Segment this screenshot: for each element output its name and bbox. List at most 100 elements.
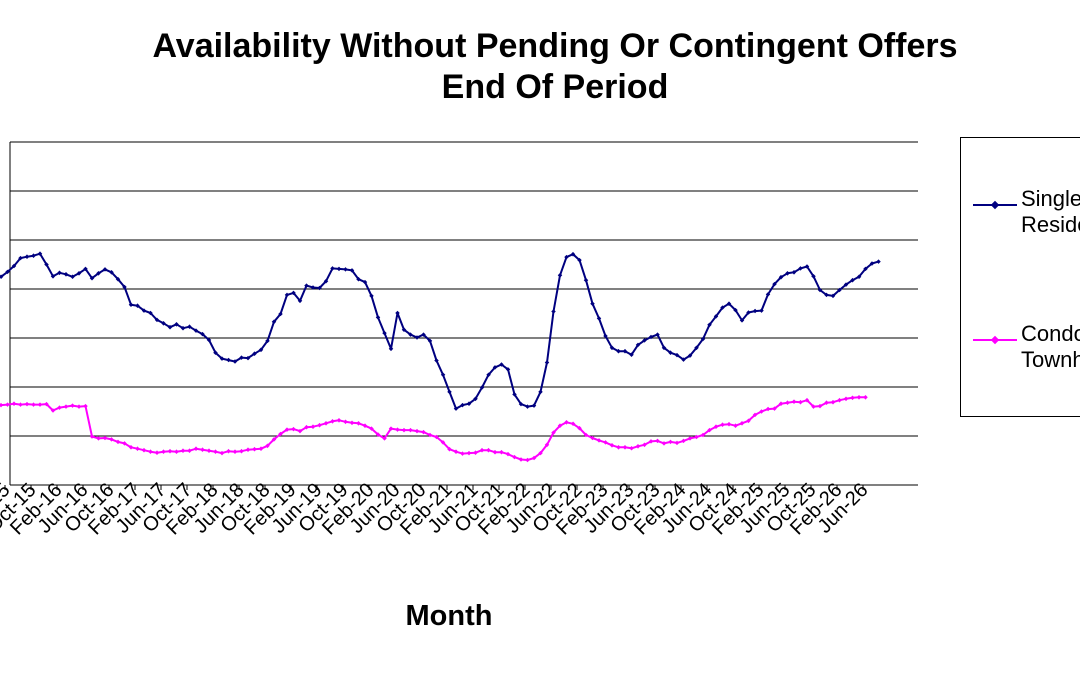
data-point — [161, 321, 166, 326]
data-point — [427, 338, 433, 344]
data-point — [382, 436, 387, 441]
data-point — [564, 420, 569, 425]
data-point — [421, 429, 426, 435]
data-point — [843, 282, 849, 287]
data-point — [174, 449, 179, 454]
data-point — [5, 402, 10, 407]
data-point — [265, 443, 270, 449]
data-point — [590, 301, 595, 306]
data-point — [395, 310, 400, 316]
data-point — [63, 272, 69, 277]
data-point — [284, 427, 290, 432]
data-point — [648, 334, 654, 340]
data-point — [798, 399, 803, 405]
data-point — [765, 406, 771, 412]
data-point — [213, 449, 218, 454]
data-point — [388, 346, 394, 352]
data-point — [310, 424, 316, 429]
data-point — [239, 355, 244, 360]
data-point — [421, 332, 426, 337]
data-point — [148, 310, 153, 316]
data-point — [486, 372, 491, 377]
data-point — [154, 450, 160, 455]
data-point — [720, 422, 725, 427]
data-point — [733, 423, 738, 428]
data-point — [518, 401, 524, 407]
data-point — [161, 449, 166, 454]
data-point — [752, 412, 758, 418]
data-point — [850, 277, 855, 283]
data-point — [369, 426, 374, 431]
data-point — [382, 330, 387, 336]
data-point — [226, 357, 231, 363]
data-point — [746, 310, 751, 315]
data-point — [609, 345, 615, 351]
data-point — [304, 283, 309, 288]
data-point — [336, 266, 342, 272]
data-point — [291, 426, 296, 432]
data-point — [713, 314, 719, 319]
data-point — [252, 351, 257, 356]
data-point — [804, 397, 810, 403]
data-point — [213, 350, 218, 355]
data-point — [187, 324, 192, 329]
data-point — [505, 451, 511, 457]
data-point — [629, 445, 634, 451]
data-point — [128, 445, 134, 450]
data-point — [538, 450, 543, 456]
legend-marker-single-family — [990, 200, 1000, 210]
data-point — [531, 403, 537, 408]
data-point — [694, 345, 699, 351]
data-point — [746, 418, 751, 424]
data-point — [89, 434, 95, 439]
data-point — [252, 446, 257, 452]
data-point — [830, 399, 836, 405]
data-point — [577, 257, 582, 263]
data-point — [349, 268, 355, 273]
data-point — [577, 425, 582, 431]
data-point — [330, 419, 335, 424]
data-point — [544, 360, 550, 365]
data-point — [453, 406, 459, 411]
data-point — [297, 428, 303, 434]
data-point — [317, 422, 322, 428]
data-point — [681, 438, 686, 444]
data-point — [336, 418, 342, 423]
data-point — [778, 401, 784, 406]
data-point — [343, 267, 348, 272]
data-point — [167, 448, 173, 454]
data-point — [609, 443, 615, 448]
data-point — [798, 266, 803, 271]
data-point — [642, 338, 647, 343]
data-point — [778, 274, 784, 280]
data-point — [414, 335, 420, 340]
data-point — [603, 333, 608, 339]
data-point — [785, 400, 790, 405]
data-point — [343, 419, 348, 425]
data-point — [434, 358, 439, 363]
data-point — [245, 447, 251, 452]
data-point — [245, 355, 251, 361]
data-point — [297, 298, 303, 304]
data-point — [57, 270, 62, 276]
data-point — [863, 395, 868, 400]
data-point — [96, 271, 101, 276]
data-point — [0, 274, 4, 279]
data-point — [635, 444, 641, 449]
data-point — [525, 457, 530, 463]
data-point — [50, 274, 56, 279]
data-point — [109, 270, 114, 275]
data-point — [167, 324, 173, 330]
data-point — [479, 385, 485, 390]
data-point — [681, 357, 686, 362]
data-point — [856, 395, 862, 400]
data-point — [616, 445, 621, 450]
data-point — [603, 440, 608, 445]
data-point — [193, 446, 199, 451]
data-point — [791, 270, 797, 275]
data-point — [473, 396, 478, 402]
data-point — [824, 292, 829, 298]
x-axis-label: Month — [405, 600, 493, 632]
data-point — [707, 427, 712, 433]
data-point — [0, 402, 4, 408]
